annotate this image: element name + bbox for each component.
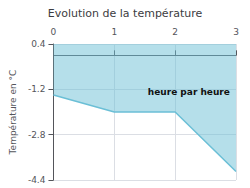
svg-text:-4.4: -4.4 (28, 175, 46, 185)
svg-text:Température en °C: Température en °C (8, 70, 18, 156)
svg-text:-2.8: -2.8 (28, 130, 46, 140)
svg-text:Evolution de la température: Evolution de la température (48, 7, 203, 20)
svg-text:heure par heure: heure par heure (148, 87, 230, 97)
svg-text:3: 3 (233, 27, 239, 37)
svg-text:0.4: 0.4 (31, 39, 46, 49)
svg-text:0: 0 (51, 27, 57, 37)
svg-text:1: 1 (111, 27, 117, 37)
svg-text:2: 2 (172, 27, 178, 37)
svg-text:-1.2: -1.2 (28, 84, 46, 94)
